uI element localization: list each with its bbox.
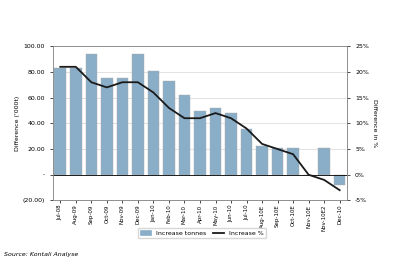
Bar [334,175,345,185]
Bar [101,78,113,175]
Text: Source: Kontali Analyse: Source: Kontali Analyse [4,252,78,257]
Bar [70,68,82,175]
Bar [163,81,175,175]
Bar [116,78,128,175]
Y-axis label: Difference ('000t): Difference ('000t) [15,96,20,151]
Bar [55,68,66,175]
Bar [318,148,330,175]
Bar [272,148,284,175]
Bar [86,54,97,175]
Bar [256,146,268,175]
Legend: Increase tonnes, Increase %: Increase tonnes, Increase % [138,228,266,238]
Bar [132,54,144,175]
Y-axis label: Difference in %: Difference in % [372,99,377,148]
Bar [194,111,206,175]
Bar [287,148,299,175]
Bar [241,128,252,175]
Bar [210,108,221,175]
Bar [179,95,190,175]
Bar [225,113,237,175]
Text: Biomass Norway change y/y: Biomass Norway change y/y [5,9,190,22]
Bar [147,71,159,175]
